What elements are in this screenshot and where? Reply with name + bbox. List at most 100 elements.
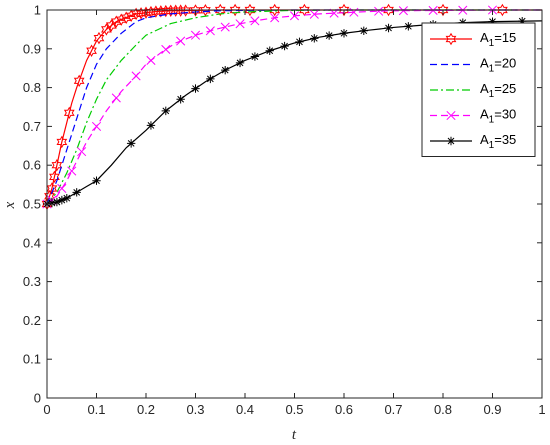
data-point [57, 195, 67, 205]
data-point [295, 37, 304, 47]
y-tick-label: 0.2 [23, 313, 41, 328]
legend-marker [446, 136, 456, 146]
data-point [126, 139, 136, 148]
data-point [518, 16, 527, 26]
y-tick-label: 0.9 [23, 41, 41, 56]
legend-marker [446, 110, 456, 121]
legend-label: A1=25 [480, 81, 516, 100]
legend-marker [445, 32, 457, 46]
x-tick-label: 0.7 [384, 402, 402, 417]
tick-layer: 0 0.1 0.2 0.3 0.4 0.5 0.6 0.7 0.8 0.9 1 0 0.1 0.2 0.3 0… [23, 3, 546, 418]
y-tick-label: 0.4 [23, 235, 41, 250]
legend-item: A1=35 [430, 132, 516, 151]
data-point [93, 31, 105, 45]
data-point [229, 3, 241, 17]
y-tick-label: 0 [34, 391, 41, 406]
data-point [190, 4, 201, 17]
x-tick-label: 0.9 [483, 402, 501, 417]
data-point [170, 4, 182, 17]
data-point [309, 9, 319, 19]
x-tick-label: 0.4 [236, 402, 254, 417]
data-point [49, 170, 60, 184]
data-point [270, 13, 280, 23]
x-tick-label: 1 [538, 402, 545, 417]
plot-frame [46, 9, 543, 399]
data-point [131, 71, 141, 81]
data-point [111, 93, 121, 103]
data-point [56, 135, 68, 149]
y-tick-label: 0.6 [23, 158, 41, 173]
data-point [160, 4, 172, 18]
legend-item: A1=20 [430, 56, 516, 75]
data-point [92, 176, 101, 185]
legend-label: A1=20 [480, 56, 516, 75]
y-tick-label: 1 [34, 3, 41, 18]
data-point [437, 3, 449, 17]
x-tick-label: 0 [43, 402, 50, 417]
data-point [200, 4, 211, 17]
data-point [289, 11, 300, 21]
data-point [77, 147, 87, 157]
data-point [146, 55, 156, 65]
data-point [86, 44, 97, 57]
data-point [384, 23, 393, 33]
legend-label: A1=30 [480, 107, 516, 126]
legend-label: A1=15 [480, 30, 516, 49]
data-point [191, 84, 200, 93]
data-point [206, 74, 215, 84]
data-point [63, 106, 75, 120]
data-point [67, 166, 77, 176]
data-point [497, 3, 508, 17]
data-point [488, 17, 497, 26]
legend-item: A1=30 [430, 107, 516, 126]
data-point [120, 11, 132, 24]
data-point [47, 198, 57, 208]
y-tick-label: 0.5 [23, 197, 41, 212]
data-point [214, 3, 226, 17]
data-point [349, 7, 359, 17]
data-point [235, 58, 245, 68]
data-point [269, 3, 281, 17]
data-point [155, 5, 167, 18]
data-point [125, 9, 137, 23]
data-point [115, 13, 127, 26]
data-point [265, 46, 274, 55]
data-point [398, 6, 408, 16]
data-point [150, 5, 162, 18]
y-tick-label: 0.3 [23, 274, 41, 289]
data-point [51, 158, 63, 172]
legend-box [421, 22, 536, 157]
data-point [91, 121, 102, 131]
data-point [404, 22, 413, 31]
data-point [220, 22, 230, 32]
data-point [52, 197, 62, 207]
data-point [161, 44, 171, 55]
legend-item: A1=15 [430, 30, 516, 49]
data-point [72, 188, 81, 197]
data-point [244, 3, 256, 17]
data-point [374, 6, 384, 16]
data-point [339, 29, 349, 38]
data-point [338, 3, 350, 17]
data-point [146, 121, 156, 130]
data-point [205, 26, 215, 36]
data-point [280, 41, 289, 51]
data-point [110, 15, 122, 28]
data-point [62, 193, 71, 203]
data-point [176, 36, 186, 46]
data-point [190, 30, 201, 40]
data-point [175, 4, 187, 17]
data-point [105, 19, 117, 32]
data-point [310, 34, 319, 43]
data-point [250, 16, 260, 26]
data-point [221, 65, 230, 75]
x-tick-label: 0.6 [335, 402, 353, 417]
data-point [250, 52, 260, 61]
x-tick-label: 0.2 [137, 402, 155, 417]
x-tick-label: 0.5 [285, 402, 303, 417]
data-point [73, 74, 85, 88]
x-tick-label: 0.8 [434, 402, 452, 417]
y-tick-label: 0.7 [23, 119, 41, 134]
legend: A1=15 A1=20 A1=25 A1=30 A1=35 [421, 22, 536, 157]
